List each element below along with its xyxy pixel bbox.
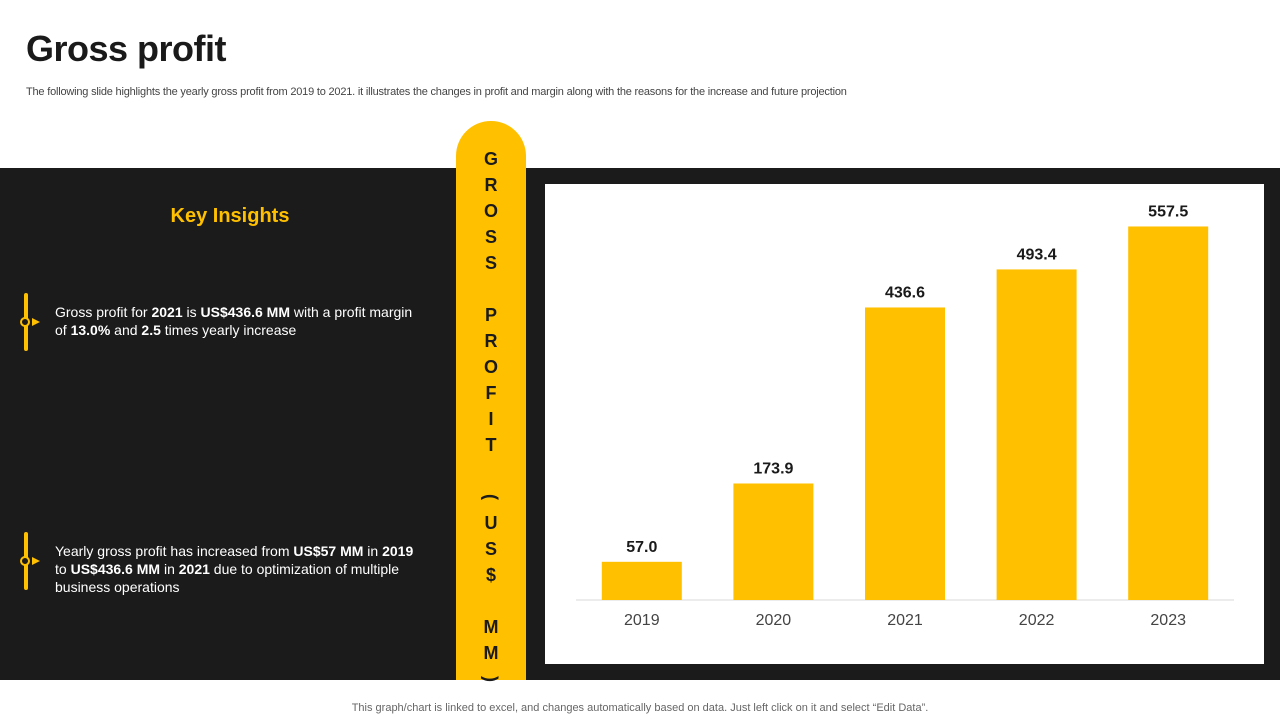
insight-arrow-icon — [32, 318, 40, 326]
x-tick-label-2023: 2023 — [1150, 612, 1186, 629]
x-tick-label-2021: 2021 — [887, 612, 923, 629]
y-axis-title-char: P — [484, 305, 497, 325]
y-axis-label-pill — [456, 121, 526, 680]
data-label-2023: 557.5 — [1148, 203, 1188, 220]
bar-2020 — [733, 483, 814, 600]
x-tick-label-2019: 2019 — [624, 612, 660, 629]
y-axis-title-char: $ — [485, 565, 496, 585]
x-tick-label-2022: 2022 — [1019, 612, 1055, 629]
chart-canvas: 57.0 2019 173.9 2020 436.6 2021 493.4 2022 557.5… — [576, 203, 1234, 629]
y-axis-title-char: O — [483, 201, 498, 221]
y-axis-title-char: S — [484, 253, 497, 273]
y-axis-title-char: S — [484, 227, 497, 247]
insight-text: Yearly gross profit has increased from U… — [55, 543, 414, 595]
y-axis-title-char — [488, 458, 493, 484]
x-tick-label-2020: 2020 — [756, 612, 792, 629]
y-axis-title-char: I — [488, 409, 494, 429]
y-axis-title-char: R — [484, 175, 498, 195]
y-axis-title-char — [488, 276, 493, 302]
data-label-2021: 436.6 — [885, 284, 925, 301]
data-label-2022: 493.4 — [1017, 246, 1057, 263]
y-axis-title-char: F — [485, 383, 497, 403]
y-axis-title-char: T — [485, 435, 497, 455]
insight-arrow-icon — [32, 557, 40, 565]
y-axis-title-char: G — [483, 149, 498, 169]
key-insights-heading: Key Insights — [170, 205, 290, 227]
y-axis-title-char: O — [483, 357, 498, 377]
bar-2022 — [996, 269, 1077, 600]
page-title: Gross profit — [26, 28, 227, 69]
y-axis-title-char — [488, 588, 493, 614]
page-subtitle: The following slide highlights the yearl… — [26, 86, 847, 98]
y-axis-title-char: M — [483, 617, 499, 637]
footer-note: This graph/chart is linked to excel, and… — [351, 702, 929, 714]
insight-circle-icon — [20, 317, 30, 327]
y-axis-title-char: M — [483, 643, 499, 663]
y-axis-title-char: ) — [481, 676, 501, 682]
bar-2019 — [601, 561, 682, 600]
insight-circle-icon — [20, 556, 30, 566]
bar-chart: 57.0 2019 173.9 2020 436.6 2021 493.4 2022 557.5… — [545, 184, 1264, 664]
y-axis-title-char: S — [484, 539, 497, 559]
data-label-2020: 173.9 — [753, 460, 793, 477]
y-axis-title-char: ( — [481, 494, 501, 500]
bar-2021 — [865, 307, 945, 600]
bar-2023 — [1128, 226, 1209, 600]
data-label-2019: 57.0 — [626, 539, 657, 556]
insight-text: Gross profit for 2021 is US$436.6 MM wit… — [55, 304, 413, 338]
y-axis-title-char: U — [484, 513, 498, 533]
y-axis-title-char: R — [484, 331, 498, 351]
